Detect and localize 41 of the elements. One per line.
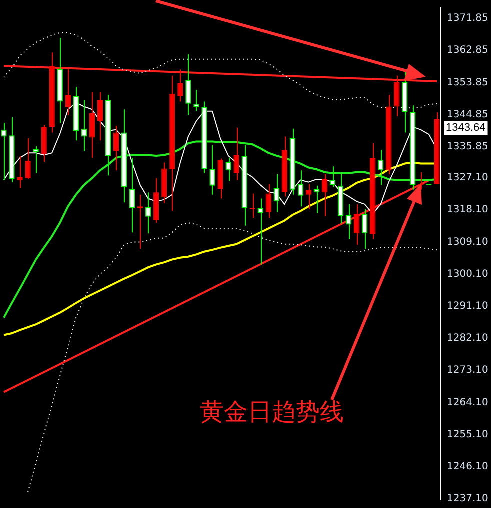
candlestick	[330, 166, 336, 188]
y-tick-label: 1300.10	[447, 268, 488, 280]
candlestick	[178, 69, 184, 102]
y-tick-label: 1273.10	[447, 365, 488, 376]
y-tick-label: 1327.10	[447, 172, 488, 184]
y-tick-label: 1335.85	[447, 141, 488, 152]
candlestick	[33, 146, 39, 174]
candlestick	[89, 92, 96, 159]
y-tick-label: 1264.10	[447, 397, 488, 408]
candlestick	[394, 75, 400, 117]
candlestick	[210, 144, 216, 196]
candlestick	[234, 127, 240, 181]
text: 1343.64	[446, 122, 486, 134]
y-tick-label: 1318.10	[447, 204, 488, 216]
candlestick	[322, 174, 328, 217]
candlestick	[65, 68, 71, 116]
annotation: 黄金日趋势线	[200, 398, 344, 426]
candlestick	[194, 90, 200, 112]
y-tick-label: 1371.85	[447, 13, 488, 24]
candlestick	[306, 184, 312, 210]
candlestick	[97, 92, 104, 142]
y-tick-label: 1309.10	[447, 236, 488, 248]
y-tick-label: 1344.85	[447, 109, 488, 120]
y-tick-label: 1291.10	[447, 301, 488, 312]
candlestick	[346, 204, 352, 240]
y-tick-label: 1246.10	[447, 461, 488, 472]
candlestick	[354, 204, 360, 246]
y-tick-label: 1282.10	[447, 333, 488, 344]
y-tick-label: 1353.85	[447, 77, 488, 88]
line-series	[28, 222, 438, 493]
y-tick-label: 1255.10	[447, 429, 488, 440]
candlestick	[298, 170, 304, 208]
candlestick	[266, 184, 272, 218]
y-tick-label: 1237.10	[447, 494, 488, 505]
y-tick-label: 1362.85	[447, 45, 488, 56]
candlestick	[25, 138, 31, 180]
candlestick	[113, 126, 120, 172]
candlestick	[314, 185, 320, 214]
candlestick	[226, 158, 232, 182]
line-series	[4, 32, 438, 110]
candlestick	[378, 150, 384, 186]
